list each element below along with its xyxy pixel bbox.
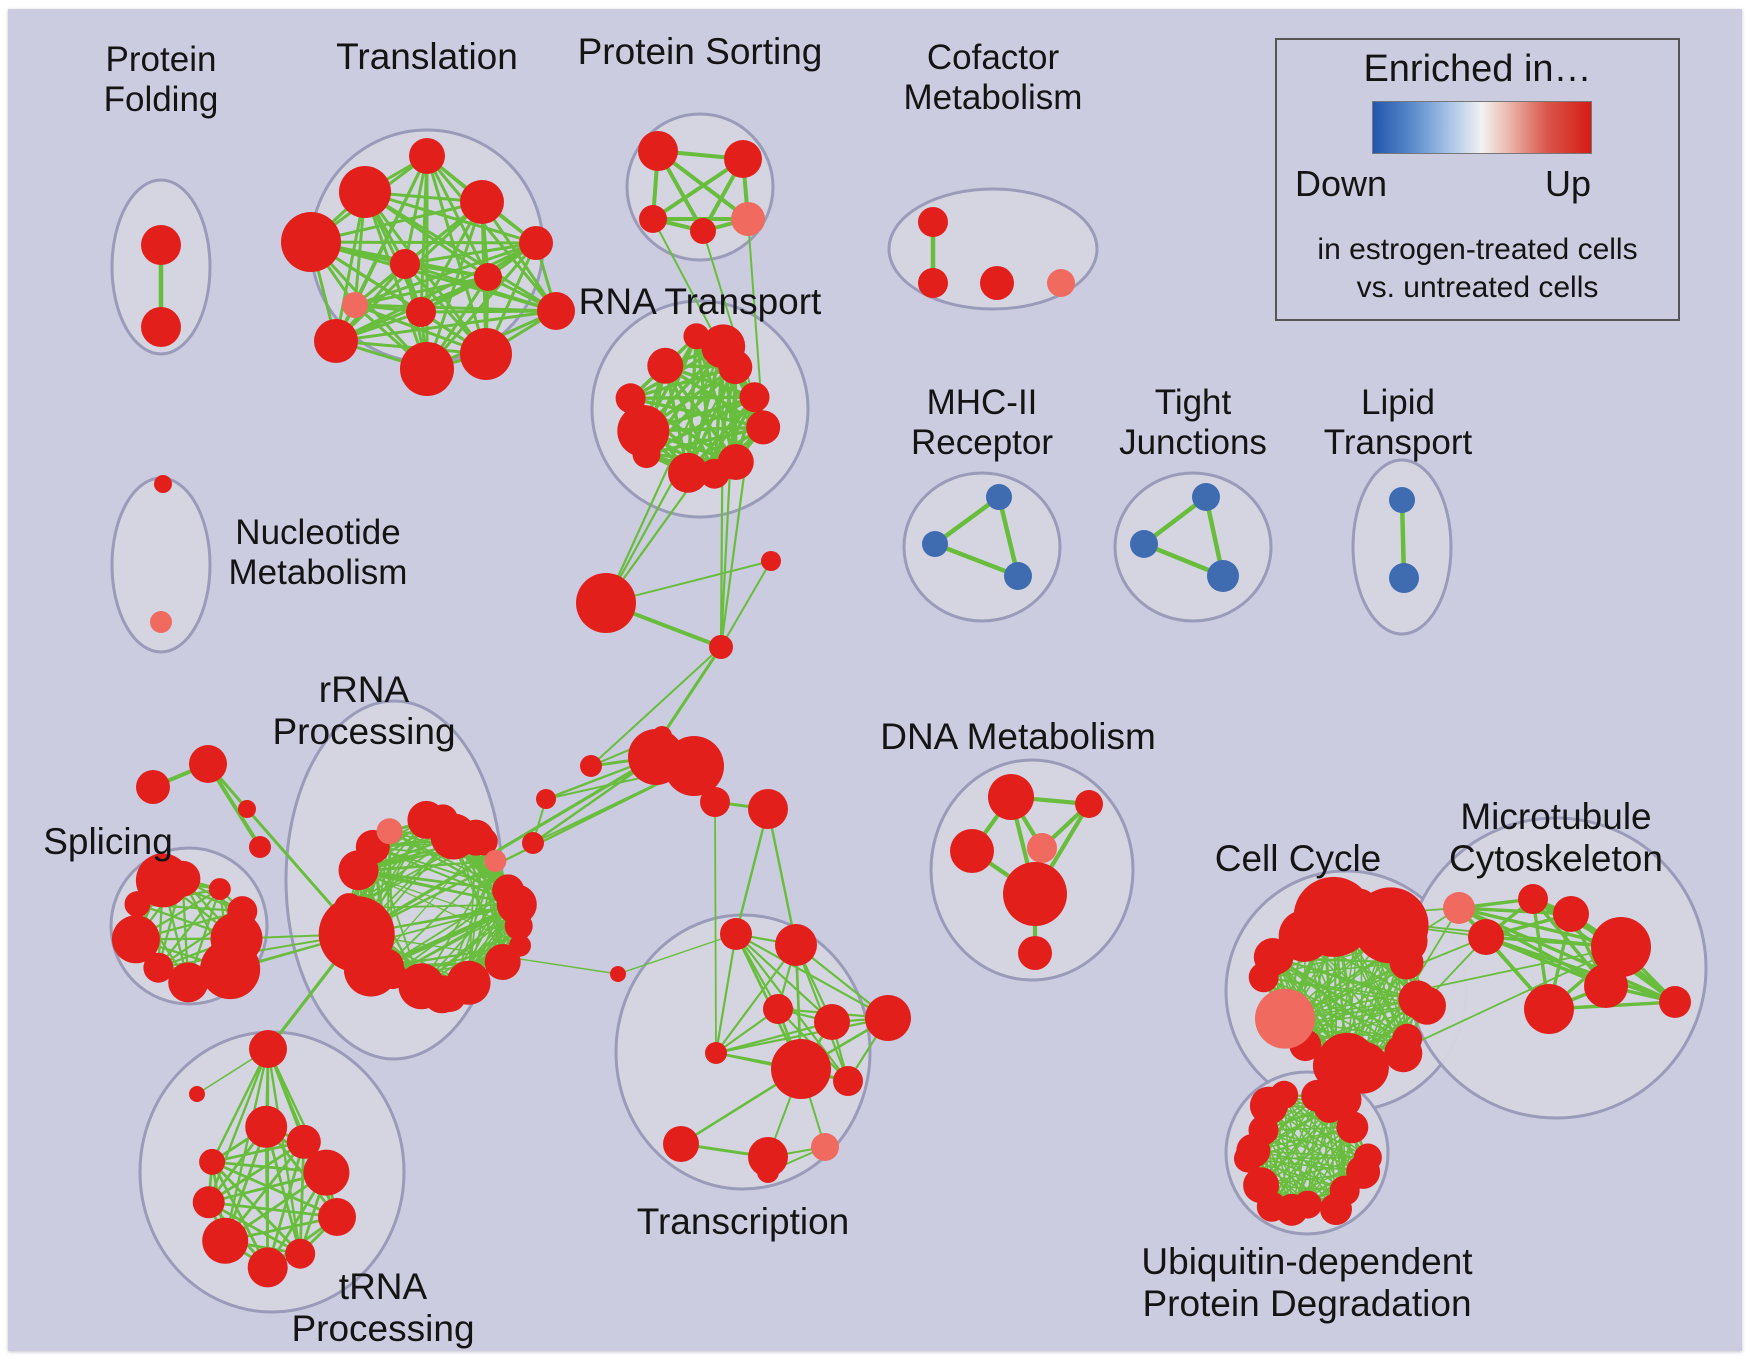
svg-text:Protein Sorting: Protein Sorting: [578, 31, 823, 72]
svg-text:RNA Transport: RNA Transport: [579, 281, 822, 322]
svg-text:Cell Cycle: Cell Cycle: [1215, 838, 1382, 879]
svg-text:Translation: Translation: [336, 36, 518, 77]
svg-text:DNA Metabolism: DNA Metabolism: [880, 716, 1156, 757]
svg-text:Transcription: Transcription: [637, 1201, 849, 1242]
svg-text:Splicing: Splicing: [43, 821, 173, 862]
